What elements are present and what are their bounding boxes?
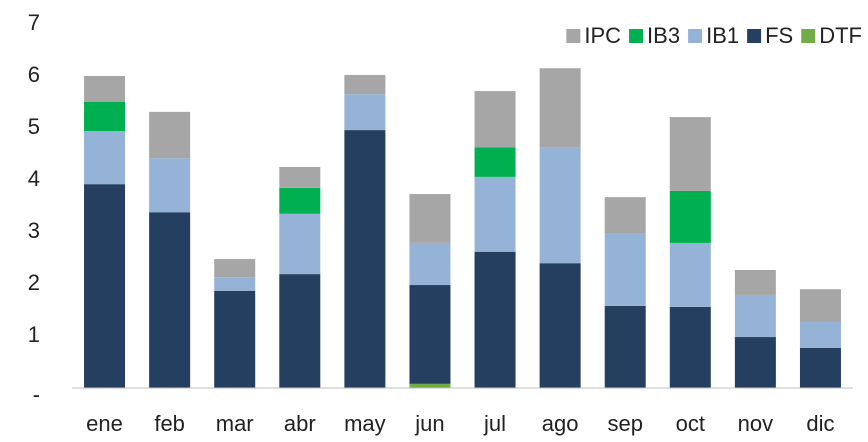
bar-segment [279,274,321,388]
bar-segment [344,94,386,131]
bar-segment [474,91,516,148]
bar-segment [604,233,646,306]
bar-segment [214,259,256,278]
bar-segment [539,68,581,148]
bar-segment [669,242,711,307]
x-tick-label: mar [216,411,254,436]
bar-segment [799,347,841,388]
y-tick-label: 1 [28,322,40,347]
y-tick-label: 5 [28,114,40,139]
y-tick-label: - [33,382,40,407]
bar-segment [799,289,841,322]
bar-segment [474,147,516,177]
bar-segment [279,187,321,214]
legend-label: FS [765,23,793,48]
bar-segment [279,167,321,188]
bar-segment [409,383,451,388]
y-tick-label: 6 [28,62,40,87]
legend-label: IB1 [706,23,739,48]
bar-segment [344,74,386,95]
bar-segment [669,306,711,388]
y-tick-label: 3 [28,218,40,243]
y-tick-label: 7 [28,10,40,35]
bar-segment [669,117,711,191]
bar-segment [604,197,646,234]
x-tick-label: abr [284,411,316,436]
bar-segment [84,102,126,132]
bar-segment [84,76,126,102]
bar-segment [409,242,451,286]
bar-segment [409,194,451,243]
bar-segment [214,277,256,291]
bar-segment [474,251,516,388]
x-tick-label: dic [806,411,834,436]
legend-swatch [629,29,644,43]
bar-segment [669,190,711,243]
x-tick-label: ene [86,411,123,436]
bar-segment [84,131,126,185]
legend-label: IPC [584,23,621,48]
bar-segment [734,294,776,338]
x-tick-label: ago [542,411,579,436]
x-tick-label: sep [607,411,642,436]
x-tick-label: may [344,411,386,436]
y-tick-label: 4 [28,166,40,191]
bar-segment [344,130,386,388]
legend-label: IB3 [647,23,680,48]
bar-segment [149,212,191,388]
legend-swatch [747,29,762,43]
bar-segment [279,213,321,275]
bar-segment [734,337,776,388]
legend-swatch [688,29,703,43]
y-tick-label: 2 [28,270,40,295]
bar-segment [539,263,581,388]
bar-segment [149,158,191,213]
x-tick-label: jun [414,411,444,436]
bar-segment [149,111,191,159]
x-tick-label: nov [738,411,773,436]
bar-segment [474,176,516,252]
bar-segment [84,184,126,388]
bar-segment [604,305,646,388]
legend-swatch [566,29,581,43]
x-tick-label: feb [154,411,185,436]
bar-segment [214,290,256,388]
bar-segment [539,147,581,264]
x-tick-label: jul [483,411,506,436]
bar-segment [734,269,776,295]
bar-segment [409,285,451,384]
legend-swatch [801,29,816,43]
x-tick-label: oct [676,411,705,436]
legend-label: DTF [819,23,862,48]
bar-segment [799,321,841,348]
